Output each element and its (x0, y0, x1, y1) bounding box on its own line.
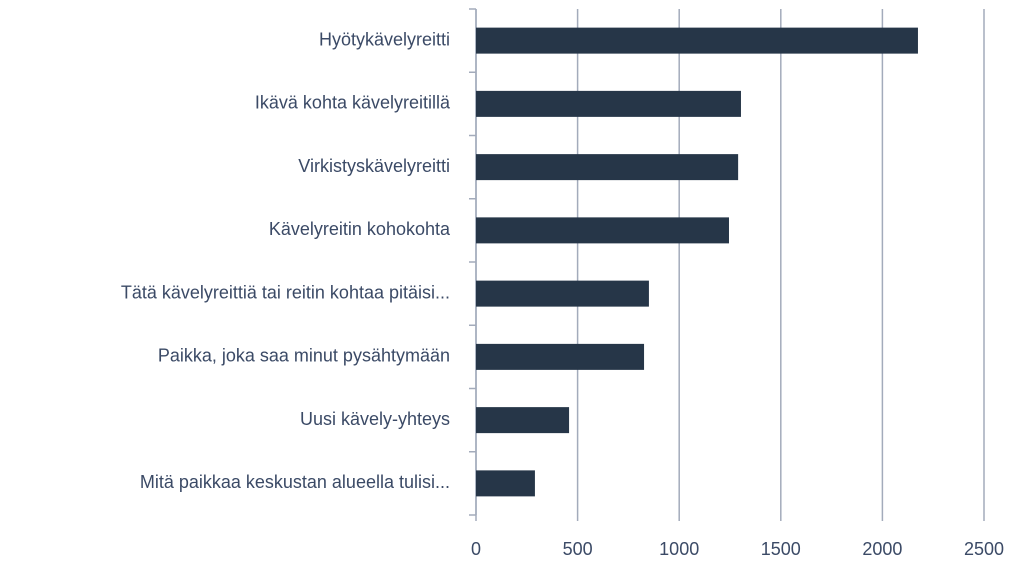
y-tick-label: Kävelyreitin kohokohta (269, 219, 451, 239)
y-tick-label: Ikävä kohta kävelyreitillä (255, 93, 451, 113)
x-tick-label: 500 (563, 539, 593, 559)
bar (476, 90, 741, 117)
y-tick-label: Uusi kävely-yhteys (300, 409, 450, 429)
y-tick-label: Mitä paikkaa keskustan alueella tulisi..… (140, 472, 450, 492)
x-tick-label: 1500 (761, 539, 801, 559)
x-tick-label: 0 (471, 539, 481, 559)
bar (476, 217, 729, 244)
bar (476, 407, 570, 434)
x-tick-label: 2500 (964, 539, 1004, 559)
x-tick-label: 2000 (862, 539, 902, 559)
y-tick-label: Tätä kävelyreittiä tai reitin kohtaa pit… (121, 282, 450, 302)
y-tick-label: Virkistyskävelyreitti (298, 156, 450, 176)
bar (476, 27, 918, 54)
x-tick-label: 1000 (659, 539, 699, 559)
bar (476, 470, 535, 497)
bar (476, 280, 649, 307)
y-tick-label: Hyötykävelyreitti (319, 29, 450, 49)
bar (476, 154, 739, 181)
y-tick-label: Paikka, joka saa minut pysähtymään (158, 346, 450, 366)
bar (476, 343, 645, 370)
